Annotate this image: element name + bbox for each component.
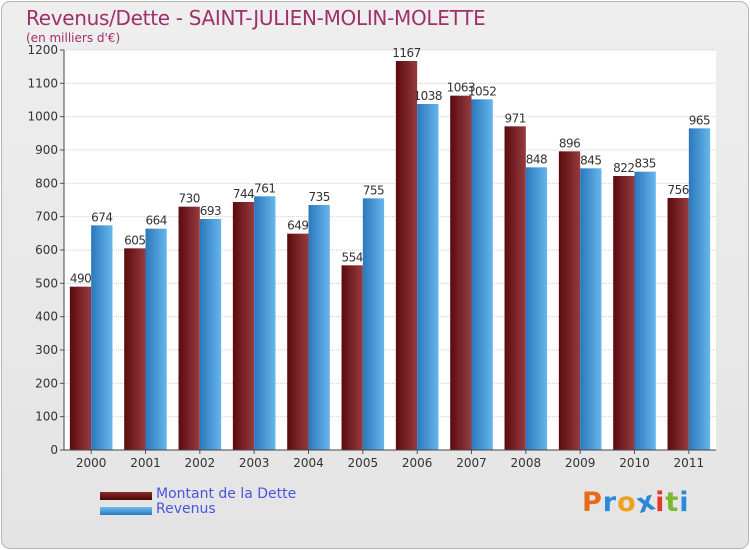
bar-dette: [558, 151, 581, 451]
bar-revenus: [580, 168, 602, 451]
legend-label-revenus: Revenus: [156, 501, 216, 517]
data-label: 554: [341, 250, 362, 264]
data-label: 674: [91, 210, 112, 224]
x-tick-label: 2009: [565, 456, 596, 470]
data-label: 490: [70, 272, 91, 286]
data-label: 1063: [447, 81, 476, 95]
proxiti-logo: Proxiti: [582, 485, 690, 520]
x-tick-label: 2006: [402, 456, 433, 470]
data-label: 896: [559, 136, 580, 150]
bar-dette: [504, 126, 526, 450]
y-tick-label: 700: [35, 210, 58, 224]
y-tick-label: 800: [35, 176, 58, 190]
data-label: 1167: [392, 46, 421, 60]
bar-dette: [69, 286, 92, 450]
data-label: 744: [233, 187, 254, 201]
chart-subtitle: (en milliers d'€): [26, 31, 121, 45]
bar-dette: [450, 95, 472, 451]
legend-label-dette: Montant de la Dette: [156, 486, 297, 502]
x-tick-label: 2001: [130, 456, 161, 470]
x-tick-label: 2010: [619, 456, 650, 470]
data-label: 848: [526, 152, 547, 166]
data-label: 971: [504, 111, 525, 125]
logo-letter: r: [602, 487, 618, 518]
x-tick-label: 2007: [456, 456, 487, 470]
bar-dette: [124, 248, 146, 450]
y-tick-label: 300: [35, 343, 58, 357]
y-tick-label: 100: [35, 410, 58, 424]
legend-swatch-revenus: [100, 507, 152, 515]
bar-revenus: [525, 167, 548, 451]
bar-revenus: [471, 99, 493, 450]
bar-revenus: [199, 219, 222, 450]
bar-dette: [178, 206, 200, 450]
bar-revenus: [91, 225, 113, 450]
data-label: 730: [178, 192, 199, 206]
bar-dette: [287, 233, 309, 450]
data-label: 664: [145, 214, 166, 228]
y-tick-label: 500: [35, 276, 58, 290]
y-tick-label: 1000: [27, 110, 58, 124]
data-label: 693: [200, 204, 221, 218]
data-label: 761: [254, 181, 275, 195]
x-tick-label: 2008: [511, 456, 542, 470]
bar-revenus: [688, 128, 711, 451]
bar-dette: [341, 265, 363, 450]
x-tick-label: 2011: [674, 456, 705, 470]
data-label: 649: [287, 219, 308, 233]
y-tick-label: 1100: [27, 76, 58, 90]
logo-letter: t: [665, 487, 680, 518]
data-label: 605: [124, 233, 145, 247]
bar-dette: [667, 198, 689, 450]
bar-dette: [395, 61, 418, 450]
bar-revenus: [145, 228, 167, 450]
bar-revenus: [254, 196, 276, 450]
data-label: 735: [308, 190, 329, 204]
logo-letter: o: [617, 487, 637, 518]
x-tick-label: 2004: [293, 456, 324, 470]
data-label: 756: [667, 183, 688, 197]
x-tick-label: 2002: [185, 456, 216, 470]
data-label: 1038: [414, 89, 443, 103]
bar-dette: [613, 176, 635, 450]
legend-swatch-dette: [100, 492, 152, 500]
bar-dette: [232, 202, 255, 450]
y-tick-label: 200: [35, 376, 58, 390]
y-tick-label: 600: [35, 243, 58, 257]
chart-title: Revenus/Dette - SAINT-JULIEN-MOLIN-MOLET…: [26, 6, 486, 30]
x-tick-label: 2003: [239, 456, 270, 470]
logo-letter: i: [679, 487, 690, 518]
bar-revenus: [417, 104, 439, 450]
x-tick-label: 2000: [76, 456, 107, 470]
x-tick-label: 2005: [348, 456, 379, 470]
data-label: 1052: [468, 84, 497, 98]
bar-revenus: [634, 171, 656, 450]
y-tick-label: 400: [35, 310, 58, 324]
y-tick-label: 1200: [27, 43, 58, 57]
data-label: 845: [580, 153, 601, 167]
data-label: 965: [689, 113, 710, 127]
bar-revenus: [362, 198, 385, 450]
data-label: 822: [613, 161, 634, 175]
y-tick-label: 900: [35, 143, 58, 157]
y-tick-label: 0: [50, 443, 58, 457]
logo-letter: P: [582, 487, 603, 518]
logo-letter: i: [655, 487, 666, 518]
data-label: 755: [363, 183, 384, 197]
data-label: 835: [634, 157, 655, 171]
bar-revenus: [308, 205, 330, 450]
